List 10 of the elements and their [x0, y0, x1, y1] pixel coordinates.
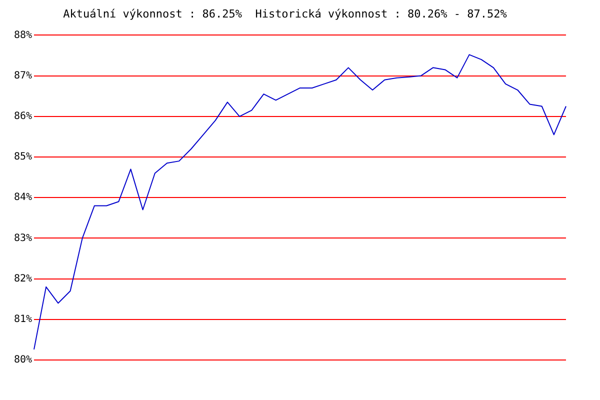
- y-tick-label: 86%: [14, 110, 32, 122]
- y-tick-label: 84%: [14, 192, 32, 204]
- y-tick-label: 83%: [14, 232, 32, 244]
- y-tick-label: 88%: [14, 30, 32, 41]
- y-tick-label: 87%: [14, 70, 32, 82]
- y-tick-label: 82%: [14, 273, 32, 284]
- y-tick-label: 80%: [14, 354, 32, 366]
- y-tick-label: 81%: [14, 314, 32, 325]
- chart-title: Aktuální výkonnost : 86.25% Historická výkonnost : 80.26% - 87.52%: [63, 7, 508, 20]
- y-tick-label: 85%: [14, 152, 32, 163]
